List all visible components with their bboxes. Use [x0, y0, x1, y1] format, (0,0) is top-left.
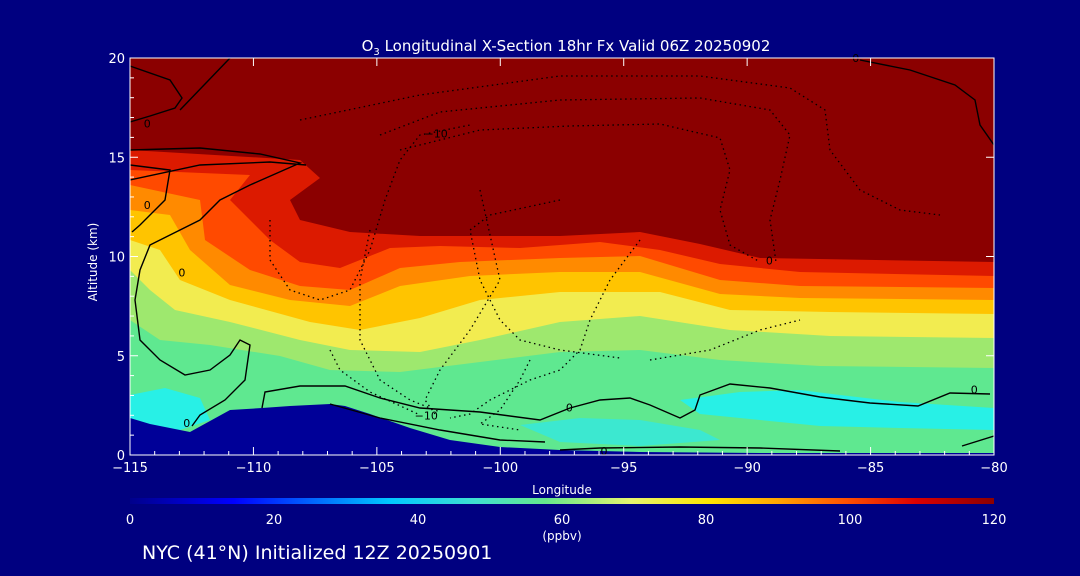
contour-negative-dotted [299, 75, 941, 216]
x-tick-label: −100 [482, 461, 518, 476]
x-axis: −115 −110 −105 −100 −95 −90 −85 −80 [112, 58, 1008, 476]
colorbar [130, 498, 994, 504]
contour-zero-solid [329, 403, 546, 443]
x-tick-label: −105 [359, 461, 395, 476]
contour-zero-solid [261, 383, 991, 421]
contour-negative-dotted [469, 199, 621, 359]
colorbar-tick-label: 0 [126, 513, 134, 528]
x-tick-label: −110 [236, 461, 272, 476]
contour-label: 0 [144, 199, 151, 212]
x-tick-label: −85 [857, 461, 884, 476]
contour-negative-dotted [649, 319, 801, 361]
y-axis-label: Altitude (km) [86, 223, 100, 302]
title-prefix: O [362, 37, 374, 55]
contour-label: 0 [600, 445, 607, 458]
contour-label: 0 [178, 266, 185, 279]
y-tick-label: 5 [117, 350, 125, 365]
x-tick-label: −90 [733, 461, 760, 476]
colorbar-unit-label: (ppbv) [542, 529, 581, 543]
footer-caption: NYC (41°N) Initialized 12Z 20250901 [142, 542, 493, 564]
contour-negative-dotted [424, 189, 501, 415]
contour-label: 0 [566, 401, 573, 414]
x-tick-label: −95 [610, 461, 637, 476]
y-tick-label: 10 [108, 251, 125, 266]
contour-label: 0 [183, 417, 190, 430]
contour-negative-dotted [478, 359, 531, 431]
contour-zero-solid [961, 435, 994, 447]
contour-negative-dotted [379, 97, 791, 263]
y-axis: 0 5 10 15 20 [108, 52, 994, 464]
contour-zero-solid [130, 164, 171, 233]
y-tick-label: 20 [108, 52, 125, 67]
chart-title: O3 Longitudinal X-Section 18hr Fx Valid … [362, 37, 771, 58]
contour-label: −10 [424, 127, 447, 140]
x-axis-label: Longitude [532, 483, 592, 497]
contour-lines [130, 58, 994, 452]
x-tick-label: −80 [980, 461, 1007, 476]
contour-zero-solid [130, 65, 183, 123]
colorbar-tick-label: 60 [554, 513, 571, 528]
colorbar-tick-label: 120 [982, 513, 1007, 528]
contour-zero-solid [130, 161, 307, 181]
contour-label: 0 [766, 254, 773, 267]
colorbar-tick-label: 100 [838, 513, 863, 528]
ozone-field [130, 58, 994, 455]
contour-negative-dotted [329, 349, 421, 416]
contour-zero-solid [130, 147, 303, 427]
colorbar-tick-label: 80 [698, 513, 715, 528]
title-subscript: 3 [373, 47, 379, 58]
colorbar-ticks: 0 20 40 60 80 100 120 [126, 513, 1007, 528]
contour-zero-solid [179, 58, 231, 111]
title-suffix: Longitudinal X-Section 18hr Fx Valid 06Z… [380, 37, 771, 55]
colorbar-tick-label: 20 [266, 513, 283, 528]
contour-zero-solid [559, 446, 841, 452]
y-tick-label: 0 [117, 449, 125, 464]
contour-label: −10 [415, 409, 438, 422]
y-tick-label: 15 [108, 151, 125, 166]
colorbar-tick-label: 40 [410, 513, 427, 528]
contour-zero-solid [859, 59, 994, 146]
contour-label: 0 [971, 383, 978, 396]
x-tick-label: −115 [112, 461, 148, 476]
contour-label: 0 [144, 118, 151, 131]
